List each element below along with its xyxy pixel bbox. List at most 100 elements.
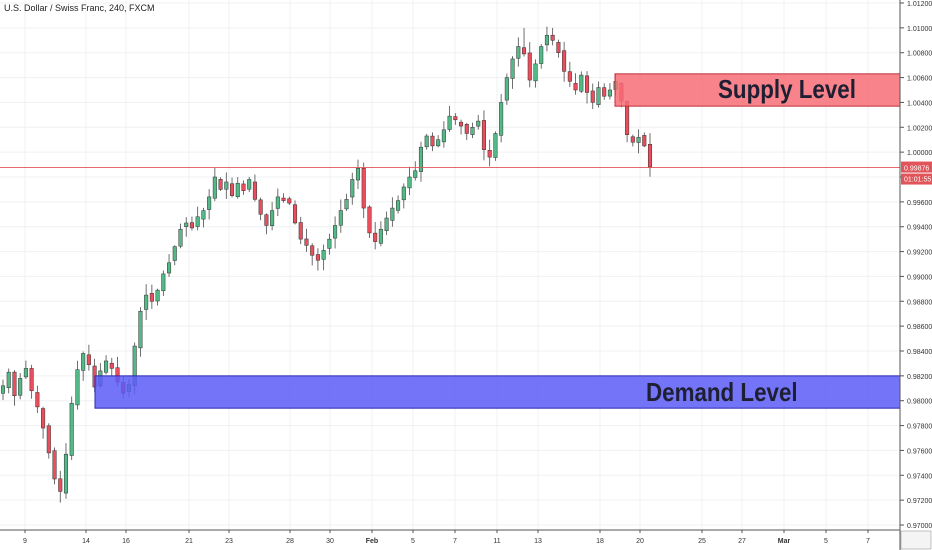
candle-body <box>6 371 11 388</box>
price-tick-label: 0.98400 <box>907 349 932 356</box>
time-tick-label: 5 <box>411 538 415 545</box>
candle-body <box>75 369 80 406</box>
candle-body <box>602 87 607 97</box>
candle-body <box>464 124 469 134</box>
price-tick-label: 0.98000 <box>907 399 932 406</box>
candle-body <box>52 450 57 480</box>
candle-body <box>533 63 538 82</box>
candle-body <box>487 149 492 158</box>
candle-body <box>418 146 423 172</box>
candle-body <box>642 135 647 147</box>
candle-body <box>235 182 240 197</box>
price-tick-label: 1.01000 <box>907 26 932 33</box>
candle-body <box>224 181 229 190</box>
candle-body <box>258 199 263 215</box>
candle-body <box>373 232 378 242</box>
price-tick-label: 0.98600 <box>907 324 932 331</box>
candle-body <box>636 136 641 143</box>
candle-body <box>184 222 189 228</box>
current-price-label: 0.99876 <box>904 166 929 173</box>
candle-body <box>384 217 389 231</box>
candle-body <box>436 139 441 147</box>
price-tick-label: 0.97400 <box>907 473 932 480</box>
candle-body <box>270 210 275 226</box>
candle-body <box>287 198 292 204</box>
candle-body <box>441 129 446 143</box>
candle-body <box>144 294 149 310</box>
current-price-tag <box>901 161 932 173</box>
time-tick-label: 28 <box>286 538 294 545</box>
candle-body <box>367 206 372 234</box>
candle-body <box>539 46 544 64</box>
price-tick-label: 0.97200 <box>907 498 932 505</box>
candle-body <box>29 368 34 392</box>
time-tick-label: 7 <box>453 538 457 545</box>
candle-body <box>338 210 343 226</box>
candle-body <box>315 254 320 261</box>
candle-body <box>573 83 578 91</box>
candle-body <box>596 87 601 105</box>
candle-body <box>172 246 177 261</box>
price-tick-label: 0.99000 <box>907 274 932 281</box>
candle-body <box>167 262 172 274</box>
candle-body <box>86 354 91 365</box>
candle-body <box>195 216 200 227</box>
candle-body <box>304 238 309 246</box>
candle-body <box>459 121 464 127</box>
candle-body <box>556 42 561 53</box>
candle-body <box>149 293 154 302</box>
candle-body <box>41 408 46 429</box>
candle-body <box>607 89 612 97</box>
candle-body <box>413 170 418 178</box>
candle-body <box>23 368 28 378</box>
candle-body <box>104 360 109 373</box>
price-tick-label: 1.00600 <box>907 76 932 83</box>
candle-body <box>241 183 246 191</box>
time-tick-label: Mar <box>778 538 791 545</box>
candle-body <box>275 196 280 209</box>
candle-body <box>58 478 63 492</box>
candle-body <box>178 228 183 247</box>
price-tick-label: 0.98800 <box>907 299 932 306</box>
time-tick-label: 16 <box>122 538 130 545</box>
candle-body <box>504 77 509 101</box>
candle-body <box>35 392 40 408</box>
countdown-label: 01:01:55 <box>904 177 931 184</box>
candle-body <box>550 34 555 41</box>
demand-zone[interactable] <box>94 375 901 409</box>
price-tick-label: 0.97000 <box>907 523 932 530</box>
candle-body <box>138 310 143 349</box>
candle-body <box>230 183 235 196</box>
candle-body <box>424 135 429 148</box>
price-tick-label: 0.99200 <box>907 250 932 257</box>
candle-body <box>155 289 160 302</box>
candle-body <box>401 186 406 201</box>
time-tick-label: 7 <box>866 538 870 545</box>
price-tick-label: 1.01200 <box>907 1 932 8</box>
candle-body <box>63 453 69 494</box>
candle-body <box>18 378 23 396</box>
candle-body <box>344 199 349 210</box>
price-tick-label: 1.00000 <box>907 150 932 157</box>
candle-body <box>350 179 355 198</box>
time-tick-label: 25 <box>698 538 706 545</box>
candle-body <box>310 245 315 256</box>
candle-body <box>390 207 395 221</box>
time-tick-label: 27 <box>738 538 746 545</box>
candle-body <box>298 222 303 240</box>
candle-body <box>396 200 401 211</box>
candle-body <box>161 273 166 292</box>
candle-body <box>430 135 435 147</box>
time-tick-label: 30 <box>326 538 334 545</box>
candle-body <box>590 90 595 103</box>
axis-corner[interactable] <box>900 530 932 550</box>
candle-body <box>378 228 383 244</box>
time-tick-label: 20 <box>636 538 644 545</box>
time-tick-label: 18 <box>596 538 604 545</box>
time-tick-label: 9 <box>23 538 27 545</box>
supply-zone[interactable] <box>614 73 901 107</box>
countdown-tag <box>901 173 932 185</box>
candle-body <box>516 46 521 59</box>
candle-body <box>630 136 635 143</box>
